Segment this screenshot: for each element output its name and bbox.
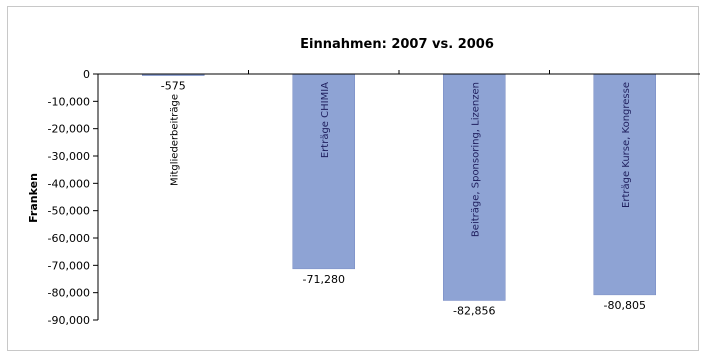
bar (443, 73, 506, 301)
y-axis-title: Franken (27, 173, 40, 223)
chart-title: Einnahmen: 2007 vs. 2006 (300, 37, 494, 52)
x-axis (98, 70, 700, 75)
y-tick-label: -60,000 (48, 232, 90, 245)
y-tick-label: -10,000 (48, 95, 90, 108)
data-label: -80,805 (604, 299, 646, 312)
y-tick-label: -50,000 (48, 205, 90, 218)
category-label: Mitgliederbeiträge (169, 94, 180, 186)
y-tick-label: -30,000 (48, 150, 90, 163)
bars: Mitgliederbeiträge-575 Erträge CHIMIA -71,… (142, 73, 656, 317)
y-tick-label: -40,000 (48, 177, 90, 190)
category-label: Erträge CHIMIA (320, 82, 331, 158)
y-axis: 0 -10,000 -20,000 -30,000 -40,000 -50,000 -60,… (48, 68, 99, 327)
bar (593, 73, 656, 296)
category-label: Beiträge, Sponsoring, Lizenzen (470, 82, 481, 237)
category-label: Erträge Kurse, Kongresse (621, 82, 632, 208)
data-label: -82,856 (453, 304, 495, 317)
data-label: -575 (161, 80, 186, 93)
y-tick-label: -20,000 (48, 123, 90, 136)
y-tick-label: 0 (83, 68, 90, 81)
bar (292, 73, 355, 270)
y-tick-label: -70,000 (48, 259, 90, 272)
y-tick-label: -90,000 (48, 314, 90, 327)
y-tick-label: -80,000 (48, 287, 90, 300)
data-label: -71,280 (303, 273, 345, 286)
